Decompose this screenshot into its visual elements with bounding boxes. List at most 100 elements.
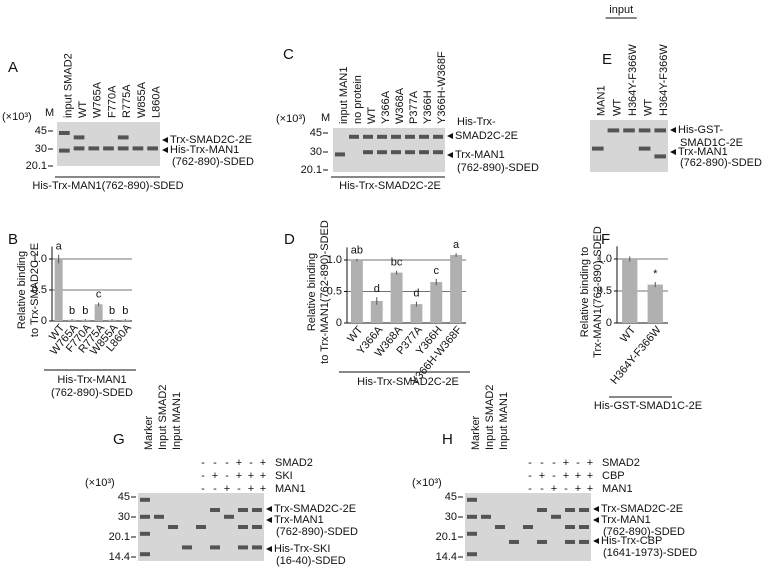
sign: - bbox=[564, 483, 568, 495]
gel-band bbox=[59, 131, 70, 135]
panel-label: G bbox=[113, 431, 125, 448]
bar bbox=[450, 254, 463, 323]
y-tick-label: 0 bbox=[336, 317, 342, 329]
annotation: bc bbox=[391, 257, 403, 269]
gel-band bbox=[140, 552, 150, 557]
gel-band bbox=[88, 146, 100, 151]
gel-band bbox=[495, 525, 505, 529]
y-tick-label: 1.0 bbox=[597, 253, 612, 265]
unit-label: (×10³) bbox=[412, 477, 442, 489]
gel-band bbox=[523, 525, 533, 529]
lane-label: R775A bbox=[121, 84, 133, 118]
arrow-head bbox=[670, 149, 676, 155]
gel-band bbox=[579, 508, 589, 512]
lane-label: MAN1 bbox=[596, 85, 608, 116]
row-label: SMAD2 bbox=[275, 457, 313, 469]
gel-band bbox=[405, 134, 415, 139]
lane-label: M bbox=[321, 112, 330, 124]
row-label: SMAD2 bbox=[602, 457, 640, 469]
marker-size: 30 bbox=[445, 511, 457, 523]
gel-band bbox=[147, 146, 158, 151]
sign: + bbox=[575, 483, 581, 495]
gel-band bbox=[349, 134, 359, 139]
band-label: SMAD1C-2E bbox=[680, 137, 743, 149]
y-tick-label: 0.5 bbox=[32, 284, 47, 296]
marker-size: 20.1 bbox=[109, 531, 130, 543]
lane-label: Marker bbox=[470, 415, 482, 450]
panel-label: E bbox=[602, 51, 612, 68]
arrow-head bbox=[593, 506, 599, 512]
gel-band bbox=[252, 525, 262, 529]
sign: - bbox=[213, 483, 217, 495]
lane-label: M bbox=[45, 107, 54, 119]
arrow-head bbox=[162, 147, 168, 153]
lane-label: L860A bbox=[151, 86, 163, 118]
gel-band bbox=[537, 508, 547, 512]
y-axis-label: Relative binding bbox=[306, 253, 318, 331]
gel-band bbox=[154, 514, 164, 519]
gel-band bbox=[224, 514, 234, 519]
sign: - bbox=[213, 457, 217, 469]
band-label: SMAD2C-2E bbox=[455, 130, 518, 142]
sign: - bbox=[576, 457, 580, 469]
lane-label: Input SMAD2 bbox=[484, 385, 496, 450]
lane-label: F770A bbox=[106, 85, 118, 118]
lane-label: WT bbox=[77, 101, 89, 118]
marker-size: 20.1 bbox=[436, 531, 457, 543]
band-label: His-Trx-SKI bbox=[274, 543, 330, 555]
sign: + bbox=[587, 483, 593, 495]
gel-band bbox=[433, 134, 443, 139]
sign: + bbox=[260, 457, 266, 469]
row-label: SKI bbox=[275, 470, 293, 482]
marker-size: 45 bbox=[445, 491, 457, 503]
sign: - bbox=[201, 457, 205, 469]
gel-band bbox=[117, 146, 129, 151]
band-label: (1641-1973)-SDED bbox=[603, 547, 697, 559]
gel-band bbox=[140, 531, 150, 536]
gel-band bbox=[363, 150, 373, 155]
x-axis-label: His-Trx-MAN1 bbox=[57, 374, 126, 386]
annotation: b bbox=[122, 305, 128, 317]
gel-band bbox=[481, 514, 491, 519]
gel-band bbox=[509, 539, 519, 544]
lane-label: P377A bbox=[408, 90, 420, 124]
panel-label: D bbox=[284, 231, 295, 248]
annotation: b bbox=[82, 305, 88, 317]
annotation: a bbox=[56, 241, 63, 253]
lane-label: W765A bbox=[92, 81, 104, 118]
gel-band bbox=[467, 497, 477, 502]
gel-band bbox=[405, 150, 415, 155]
gel-band bbox=[210, 508, 220, 512]
row-label: MAN1 bbox=[602, 483, 633, 495]
annotation: * bbox=[653, 268, 658, 280]
panel-label: C bbox=[283, 46, 294, 63]
lane-label: WT bbox=[366, 107, 378, 124]
gel-band bbox=[73, 146, 85, 151]
y-axis-label: to Trx-MAN1(762-890)-SDED bbox=[319, 220, 331, 364]
x-axis-label: His-GST-SMAD1C-2E bbox=[594, 400, 702, 412]
gel-band bbox=[73, 135, 85, 140]
annotation: d bbox=[413, 287, 419, 299]
gel-band bbox=[391, 134, 401, 139]
bar bbox=[622, 259, 638, 323]
gel-band bbox=[140, 514, 150, 519]
group-label: input bbox=[609, 4, 633, 16]
bar bbox=[370, 300, 383, 323]
band-label: Trx-SMAD2C-2E bbox=[601, 503, 683, 515]
arrow-head bbox=[593, 517, 599, 523]
arrow-head bbox=[266, 517, 272, 523]
gel-band bbox=[335, 152, 345, 157]
band-label: His-Trx-CBP bbox=[601, 535, 662, 547]
band-label: Trx-SMAD2C-2E bbox=[274, 503, 356, 515]
gel bbox=[590, 120, 668, 172]
lane-label: Input SMAD2 bbox=[157, 385, 169, 450]
y-tick-label: 0 bbox=[606, 317, 612, 329]
sign: + bbox=[575, 470, 581, 482]
panel-label: H bbox=[442, 431, 453, 448]
sign: + bbox=[248, 470, 254, 482]
gel-band bbox=[377, 134, 387, 139]
bar bbox=[94, 304, 103, 321]
gel-band bbox=[238, 508, 248, 512]
sign: + bbox=[551, 483, 557, 495]
